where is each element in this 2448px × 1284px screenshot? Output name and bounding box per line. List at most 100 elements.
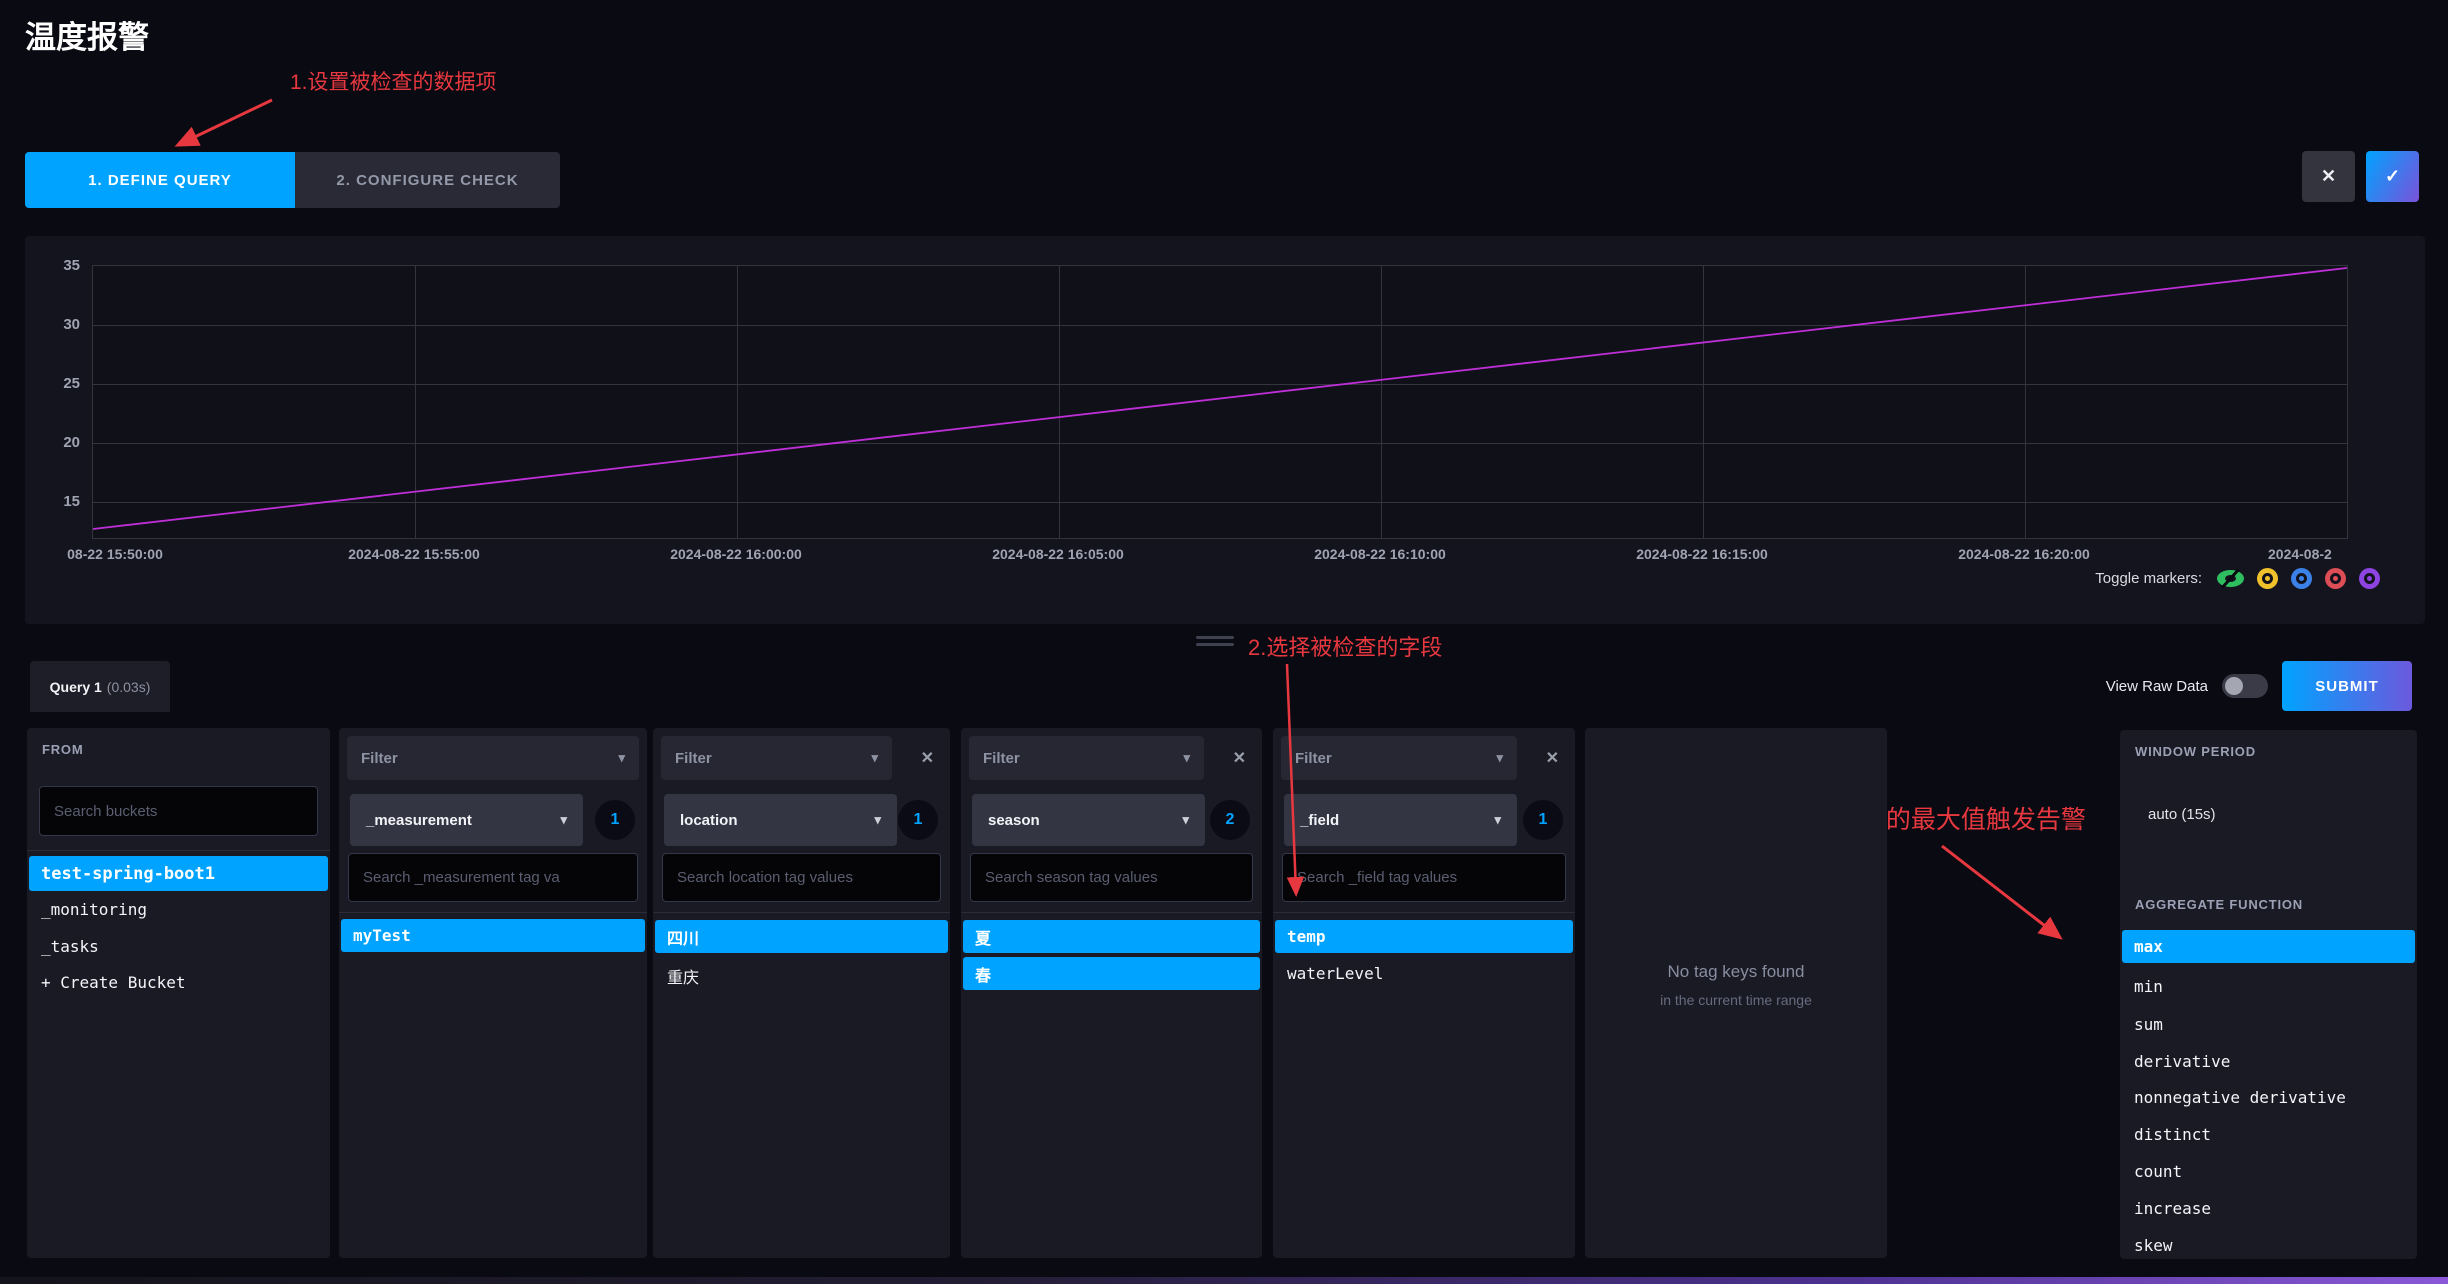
aggregate-function[interactable]: min [2134, 977, 2163, 996]
selected-count-badge: 1 [1523, 800, 1563, 840]
page-title: 温度报警 [25, 20, 149, 55]
x-axis-tick: 08-22 15:50:00 [67, 546, 163, 562]
tab-configure-check[interactable]: 2. CONFIGURE CHECK [295, 152, 560, 208]
gridline [1381, 266, 1382, 538]
search-location-input[interactable] [662, 853, 941, 902]
y-axis-tick: 25 [63, 375, 80, 392]
remove-filter-icon[interactable]: ✕ [920, 750, 934, 767]
filter-type-dropdown[interactable]: Filter ▾ [347, 736, 639, 780]
close-button[interactable]: ✕ [2302, 151, 2355, 202]
window-period-value[interactable]: auto (15s) [2148, 806, 2216, 823]
y-axis-tick: 15 [63, 493, 80, 510]
filter-panel-measurement: Filter ▾ _measurement ▾ 1 myTest [339, 728, 647, 1258]
view-raw-data-toggle[interactable] [2222, 674, 2268, 698]
x-axis-tick: 2024-08-22 16:20:00 [1958, 546, 2090, 562]
tag-value[interactable]: waterLevel [1287, 964, 1384, 983]
arrow-step1 [174, 98, 273, 147]
search-season-input[interactable] [970, 853, 1253, 902]
view-raw-data-label: View Raw Data [2105, 677, 2208, 695]
bucket-selector-panel: FROM test-spring-boot1 _monitoring _task… [27, 728, 330, 1258]
filter-type-dropdown[interactable]: Filter ▾ [1281, 736, 1517, 780]
tag-key-label: location [680, 811, 738, 829]
chevron-down-icon: ▾ [1182, 812, 1189, 827]
search-measurement-input[interactable] [348, 853, 638, 902]
confirm-button[interactable]: ✓ [2366, 151, 2419, 202]
query-tab-time: (0.03s) [106, 678, 151, 695]
tag-key-label: _measurement [366, 811, 472, 829]
query-tab-label: Query 1 [49, 678, 102, 695]
x-axis-tick: 2024-08-22 16:10:00 [1314, 546, 1446, 562]
filter-panel-field: Filter ▾ ✕ _field ▾ 1 temp waterLevel [1273, 728, 1575, 1258]
time-range-hint-text: in the current time range [1660, 992, 1812, 1008]
aggregate-function[interactable]: nonnegative derivative [2134, 1088, 2346, 1107]
remove-filter-icon[interactable]: ✕ [1545, 750, 1559, 767]
search-field-input[interactable] [1282, 853, 1566, 902]
x-axis-tick: 2024-08-22 15:55:00 [348, 546, 480, 562]
filter-type-label: Filter [361, 749, 398, 767]
temp-line-series [93, 267, 2347, 530]
yellow-marker-icon[interactable] [2257, 568, 2278, 589]
divider [339, 912, 647, 913]
filter-panel-location: Filter ▾ ✕ location ▾ 1 四川 重庆 [653, 728, 950, 1258]
from-label: FROM [42, 742, 84, 757]
bucket-item[interactable]: _tasks [41, 937, 99, 956]
tag-key-dropdown[interactable]: season ▾ [972, 794, 1205, 846]
aggregate-function[interactable]: increase [2134, 1199, 2212, 1218]
gridline [1703, 266, 1704, 538]
tab-define-query[interactable]: 1. DEFINE QUERY [25, 152, 295, 208]
aggregate-function[interactable]: sum [2134, 1015, 2163, 1034]
purple-marker-icon[interactable] [2359, 568, 2380, 589]
selected-count-badge: 2 [1210, 800, 1250, 840]
tag-key-dropdown[interactable]: location ▾ [664, 794, 897, 846]
splitter-drag-handle[interactable] [1196, 643, 1234, 646]
filter-type-dropdown[interactable]: Filter ▾ [969, 736, 1204, 780]
create-bucket-item[interactable]: + Create Bucket [41, 973, 186, 992]
chart-plot-area[interactable] [92, 265, 2348, 539]
tag-value-selected[interactable]: 四川 [655, 920, 948, 953]
tag-value-selected[interactable]: 春 [963, 957, 1260, 990]
aggregate-function[interactable]: skew [2134, 1236, 2173, 1255]
divider [27, 850, 330, 851]
submit-button[interactable]: SUBMIT [2282, 661, 2412, 711]
empty-tag-keys-panel: No tag keys found in the current time ra… [1585, 728, 1887, 1258]
aggregate-function[interactable]: count [2134, 1162, 2183, 1181]
chevron-down-icon: ▾ [560, 812, 567, 827]
aggregate-function-selected[interactable]: max [2122, 930, 2415, 963]
annotation-step1: 1.设置被检查的数据项 [290, 71, 497, 94]
gridline [737, 266, 738, 538]
tag-value-selected[interactable]: temp [1275, 920, 1573, 953]
search-buckets-input[interactable] [39, 786, 318, 836]
tag-key-dropdown[interactable]: _measurement ▾ [350, 794, 583, 846]
arrow-step3 [1941, 844, 2063, 940]
chevron-down-icon: ▾ [1183, 750, 1190, 765]
window-period-label: WINDOW PERIOD [2135, 744, 2256, 759]
red-marker-icon[interactable] [2325, 568, 2346, 589]
splitter-drag-handle[interactable] [1196, 636, 1234, 639]
x-axis-tick: 2024-08-2 [2268, 546, 2332, 562]
divider [961, 912, 1262, 913]
tag-key-dropdown[interactable]: _field ▾ [1284, 794, 1517, 846]
tag-value-selected[interactable]: 夏 [963, 920, 1260, 953]
aggregate-function[interactable]: derivative [2134, 1052, 2231, 1071]
gridline [93, 384, 2347, 385]
gridline [415, 266, 416, 538]
bucket-item[interactable]: _monitoring [41, 900, 147, 919]
tag-value-selected[interactable]: myTest [341, 919, 645, 952]
selected-count-badge: 1 [595, 800, 635, 840]
toggle-markers-label: Toggle markers: [2095, 570, 2202, 587]
filter-type-label: Filter [675, 749, 712, 767]
gridline [2025, 266, 2026, 538]
eye-slash-marker-icon[interactable] [2217, 570, 2244, 587]
horizontal-scrollbar[interactable] [0, 1277, 2448, 1284]
gridline [93, 443, 2347, 444]
no-tag-keys-text: No tag keys found [1667, 962, 1805, 981]
remove-filter-icon[interactable]: ✕ [1232, 750, 1246, 767]
blue-marker-icon[interactable] [2291, 568, 2312, 589]
chevron-down-icon: ▾ [1496, 750, 1503, 765]
tag-value[interactable]: 重庆 [667, 970, 700, 987]
bucket-item-selected[interactable]: test-spring-boot1 [29, 856, 328, 891]
filter-type-dropdown[interactable]: Filter ▾ [661, 736, 892, 780]
aggregate-function[interactable]: distinct [2134, 1125, 2212, 1144]
query-tab[interactable]: Query 1 (0.03s) [30, 661, 170, 712]
